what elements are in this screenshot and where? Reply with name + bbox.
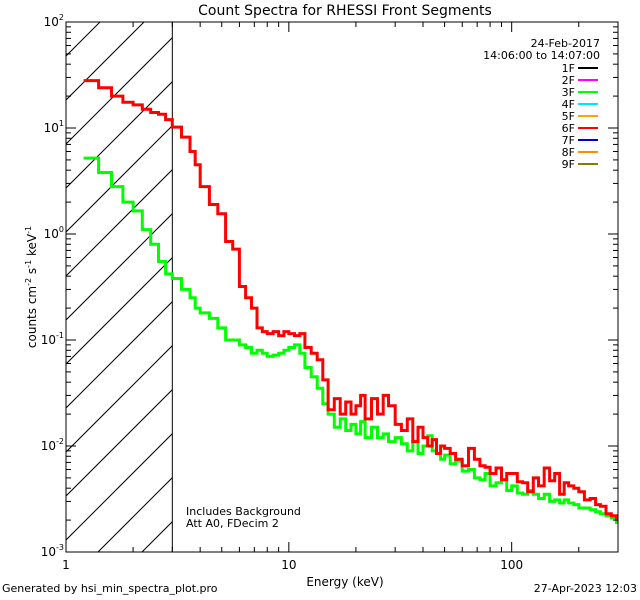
legend-label: 3F (562, 86, 575, 99)
annotation-background: Includes Background (186, 505, 301, 518)
y-tick-base: 10 (44, 121, 59, 135)
series-3F-line (83, 156, 618, 524)
y-tick-label: 100 (44, 225, 64, 241)
legend-label: 5F (562, 110, 575, 123)
y-label-exp3: -1 (24, 226, 33, 234)
x-tick-label: 100 (500, 558, 523, 572)
y-label-exp2: -1 (24, 260, 33, 268)
x-tick-label: 1 (62, 558, 70, 572)
hatch-line (66, 80, 173, 189)
hatch-line (66, 432, 173, 541)
y-tick-label: 10-3 (41, 543, 64, 559)
footer-generated-by: Generated by hsi_min_spectra_plot.pro (2, 582, 218, 595)
y-label-mid1: s (25, 268, 39, 278)
y-axis-label: counts cm-2 s-1 keV-1 (24, 226, 39, 348)
legend-label: 7F (562, 134, 575, 147)
legend-date: 24-Feb-2017 (531, 37, 600, 50)
y-tick-base: 10 (44, 227, 59, 241)
hatch-line (66, 256, 173, 365)
annotation-attenuator: Att A0, FDecim 2 (186, 517, 279, 530)
y-label-base: counts cm (25, 286, 39, 348)
series-layer (83, 79, 618, 524)
y-label-exp1: -2 (24, 278, 33, 286)
hatch-line (66, 212, 173, 321)
legend-label: 4F (562, 98, 575, 111)
hatch-line (66, 36, 173, 145)
y-tick-exp: 0 (59, 225, 64, 234)
x-tick-label: 10 (281, 558, 296, 572)
legend-label: 2F (562, 74, 575, 87)
y-tick-label: 101 (44, 119, 64, 135)
footer-timestamp: 27-Apr-2023 12:03 (533, 582, 637, 595)
series-6F-line (83, 79, 618, 520)
y-tick-exp: -2 (56, 437, 64, 446)
y-tick-label: 102 (44, 13, 64, 29)
plot-frame (65, 21, 619, 553)
y-tick-exp: 1 (59, 119, 64, 128)
y-label-mid2: keV (25, 233, 39, 260)
legend-time-range: 14:06:00 to 14:07:00 (483, 49, 600, 62)
legend-label: 6F (562, 122, 575, 135)
y-tick-base: 10 (44, 15, 59, 29)
y-tick-base: 10 (41, 333, 56, 347)
y-tick-label: 10-2 (41, 437, 64, 453)
y-tick-exp: -3 (56, 543, 64, 552)
y-tick-base: 10 (41, 545, 56, 559)
legend-label: 9F (562, 158, 575, 171)
legend-label: 1F (562, 62, 575, 75)
axis-ticks (65, 21, 619, 553)
y-tick-label: 10-1 (41, 331, 64, 347)
y-tick-base: 10 (41, 439, 56, 453)
x-axis-label: Energy (keV) (306, 575, 383, 589)
chart-title: Count Spectra for RHESSI Front Segments (198, 3, 492, 19)
y-tick-exp: -1 (56, 331, 64, 340)
legend-label: 8F (562, 146, 575, 159)
y-tick-exp: 2 (59, 13, 64, 22)
hatched-region (66, 22, 173, 552)
hatch-line (66, 388, 173, 497)
